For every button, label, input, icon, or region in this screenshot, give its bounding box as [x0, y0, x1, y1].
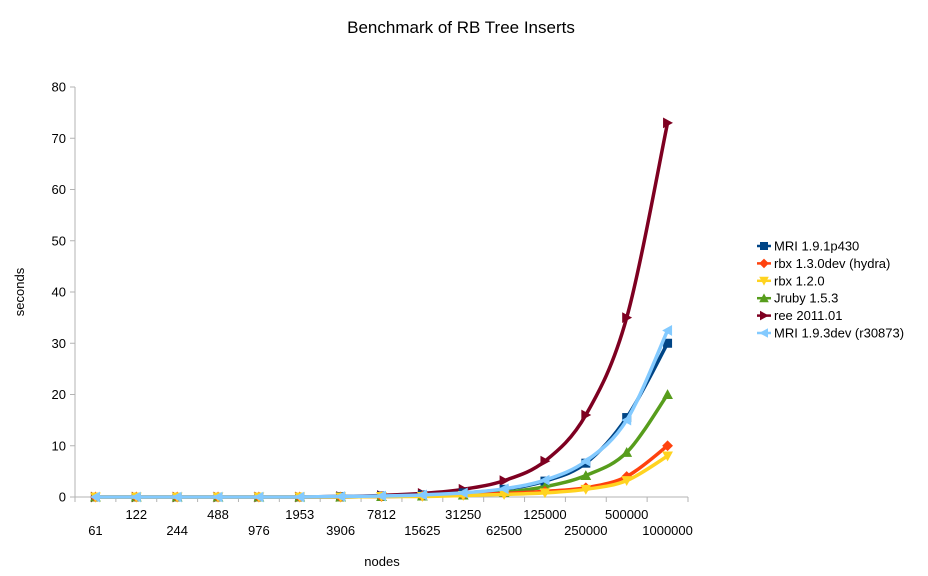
data-point — [621, 447, 633, 457]
x-tick-label: 7812 — [367, 507, 396, 522]
data-point — [759, 328, 768, 338]
data-point — [580, 455, 591, 467]
y-tick-label: 80 — [52, 80, 66, 95]
legend-item: rbx 1.2.0 — [757, 273, 825, 288]
y-tick-label: 30 — [52, 336, 66, 351]
y-tick-label: 50 — [52, 233, 66, 248]
chart-title: Benchmark of RB Tree Inserts — [347, 18, 575, 37]
data-point — [759, 258, 769, 269]
x-tick-label: 122 — [125, 507, 147, 522]
data-point — [760, 242, 768, 250]
x-tick-label: 1000000 — [642, 523, 693, 538]
data-point — [539, 488, 551, 499]
data-point — [759, 293, 769, 303]
x-tick-label: 488 — [207, 507, 229, 522]
data-point — [498, 483, 509, 495]
x-tick-label: 250000 — [564, 523, 607, 538]
data-point — [294, 491, 305, 503]
legend-label: rbx 1.3.0dev (hydra) — [774, 256, 890, 271]
legend-item: Jruby 1.5.3 — [757, 291, 838, 306]
data-point — [171, 491, 182, 503]
y-tick-label: 20 — [52, 387, 66, 402]
legend-item: MRI 1.9.3dev (r30873) — [757, 326, 904, 341]
legend-label: Jruby 1.5.3 — [774, 291, 838, 306]
x-tick-label: 62500 — [486, 523, 522, 538]
series-line — [95, 122, 670, 499]
data-point — [499, 475, 510, 486]
series-5 — [90, 325, 673, 503]
legend-item: rbx 1.3.0dev (hydra) — [757, 256, 890, 271]
legend-label: MRI 1.9.3dev (r30873) — [774, 326, 904, 341]
data-point — [581, 409, 592, 421]
x-tick-label: 244 — [166, 523, 188, 538]
data-point — [662, 440, 673, 452]
series-4 — [90, 117, 673, 503]
data-point — [662, 389, 673, 399]
y-tick-label: 40 — [52, 285, 66, 300]
data-point — [253, 491, 264, 503]
data-point — [457, 487, 468, 499]
data-point — [662, 325, 673, 336]
x-tick-label: 125000 — [523, 507, 566, 522]
data-point — [376, 490, 386, 502]
data-point — [540, 455, 551, 467]
data-point — [622, 312, 633, 324]
data-point — [416, 489, 427, 501]
legend-item: MRI 1.9.1p430 — [757, 239, 859, 254]
y-tick-label: 10 — [52, 438, 66, 453]
data-point — [621, 414, 632, 426]
legend-label: ree 2011.01 — [774, 308, 842, 323]
x-tick-label: 31250 — [445, 507, 481, 522]
data-point — [90, 491, 100, 503]
data-point — [662, 451, 673, 462]
data-point — [335, 491, 346, 502]
y-axis-label: seconds — [12, 267, 27, 316]
y-tick-label: 70 — [52, 131, 66, 146]
legend-label: MRI 1.9.1p430 — [774, 239, 859, 254]
data-point — [621, 476, 633, 486]
x-tick-label: 976 — [248, 523, 270, 538]
x-tick-label: 3906 — [326, 523, 355, 538]
legend-item: ree 2011.01 — [757, 308, 842, 323]
data-point — [663, 338, 673, 348]
data-point — [212, 491, 223, 503]
x-tick-label: 15625 — [404, 523, 440, 538]
data-point — [539, 474, 550, 486]
data-point — [580, 484, 592, 495]
legend: MRI 1.9.1p430 rbx 1.3.0dev (hydra) rbx 1.2… — [757, 239, 904, 341]
x-tick-label: 1953 — [285, 507, 314, 522]
y-tick-label: 0 — [59, 490, 66, 505]
x-tick-label: 61 — [88, 523, 102, 538]
data-point — [580, 470, 592, 480]
x-axis-label: nodes — [364, 554, 400, 569]
data-point — [130, 491, 141, 503]
data-point — [760, 310, 769, 321]
data-point — [663, 117, 673, 129]
y-tick-label: 60 — [52, 182, 66, 197]
x-tick-label: 500000 — [605, 507, 648, 522]
legend-label: rbx 1.2.0 — [774, 273, 825, 288]
data-point — [759, 276, 769, 286]
plot-area: 0 10 20 30 40 50 60 70 80 61 122 244 488 976 1953 3906 7… — [52, 80, 693, 539]
